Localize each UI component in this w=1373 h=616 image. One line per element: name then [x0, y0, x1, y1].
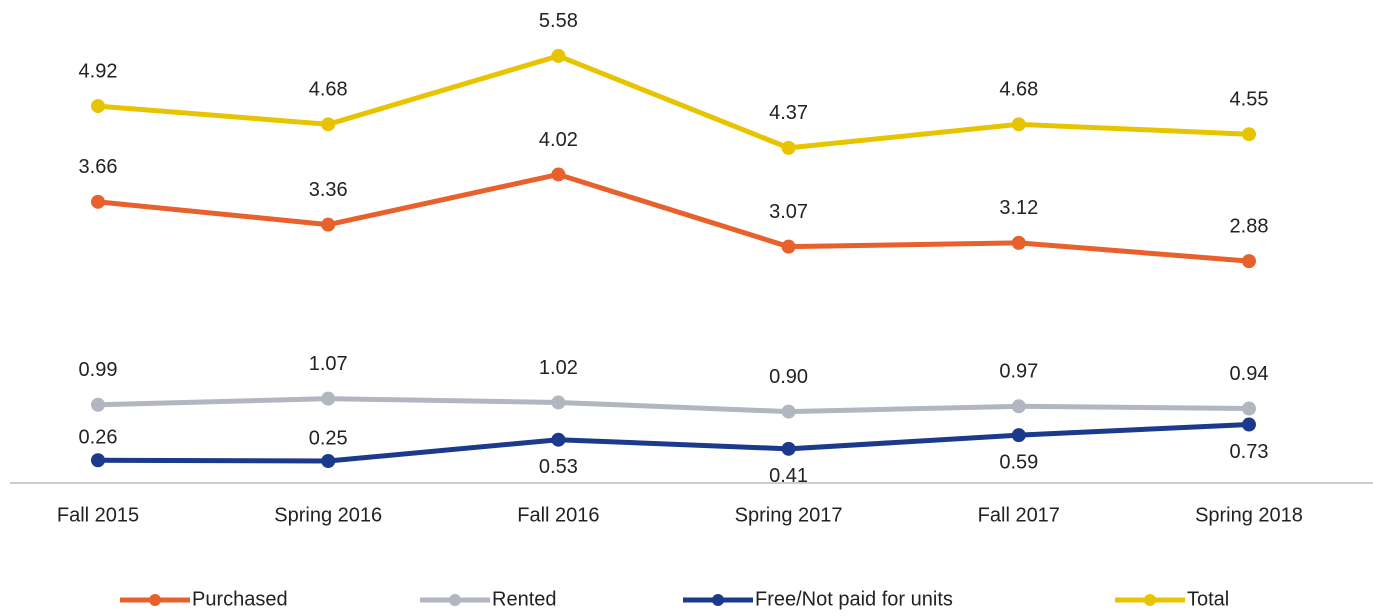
data-label: 5.58 — [539, 10, 578, 32]
data-label: 0.99 — [79, 359, 118, 381]
point — [551, 395, 566, 410]
data-label: 0.41 — [769, 465, 808, 487]
point — [551, 48, 566, 63]
data-label: 3.36 — [309, 179, 348, 201]
data-label: 0.94 — [1230, 363, 1269, 385]
point — [1242, 254, 1256, 269]
point — [91, 453, 105, 468]
data-label: 1.02 — [539, 357, 578, 379]
series-line — [97, 422, 1250, 464]
point — [321, 117, 336, 132]
data-label: 3.66 — [79, 156, 118, 178]
legend-marker — [1144, 594, 1156, 606]
point — [1011, 235, 1026, 250]
point — [551, 167, 566, 182]
point — [1242, 401, 1256, 416]
data-label: 4.55 — [1230, 88, 1269, 110]
data-label: 0.59 — [999, 451, 1038, 473]
data-label: 0.90 — [769, 366, 808, 388]
x-tick-label: Spring 2017 — [735, 504, 843, 526]
x-tick-label: Spring 2016 — [274, 504, 382, 526]
data-label: 0.25 — [309, 427, 348, 449]
point — [91, 99, 105, 114]
point — [91, 194, 105, 209]
point — [91, 397, 105, 412]
x-tick-label: Fall 2016 — [517, 504, 599, 526]
legend-marker — [712, 594, 724, 606]
point — [321, 217, 336, 232]
series-line — [97, 396, 1250, 415]
legend-label: Rented — [492, 588, 557, 610]
data-label: 2.88 — [1230, 215, 1269, 237]
point — [781, 404, 796, 419]
data-label: 4.68 — [309, 79, 348, 101]
data-label: 0.73 — [1230, 441, 1269, 463]
legend-label: Total — [1187, 588, 1229, 610]
x-tick-label: Fall 2017 — [978, 504, 1060, 526]
data-label: 4.92 — [79, 60, 118, 82]
point — [321, 454, 336, 468]
data-label: 4.37 — [769, 102, 808, 124]
data-label: 0.26 — [79, 427, 118, 449]
point — [781, 239, 796, 254]
point — [1011, 117, 1026, 132]
legend-label: Purchased — [192, 588, 288, 610]
point — [1011, 428, 1026, 443]
legend-label: Free/Not paid for units — [755, 588, 953, 610]
legend-marker — [149, 594, 161, 606]
data-label: 4.02 — [539, 129, 578, 151]
point — [1242, 417, 1256, 432]
data-label: 3.07 — [769, 201, 808, 223]
point — [781, 140, 796, 155]
point — [551, 432, 566, 447]
point — [1011, 399, 1026, 414]
x-tick-label: Spring 2018 — [1195, 504, 1303, 526]
point — [781, 441, 796, 456]
data-label: 1.07 — [309, 353, 348, 375]
x-tick-label: Fall 2015 — [57, 504, 139, 526]
series-line — [97, 53, 1250, 151]
series-line — [97, 171, 1250, 264]
data-label: 3.12 — [999, 197, 1038, 219]
data-label: 0.97 — [999, 361, 1038, 383]
legend-marker — [449, 594, 461, 606]
data-label: 4.68 — [999, 79, 1038, 101]
point — [1242, 127, 1256, 142]
point — [321, 391, 336, 406]
data-label: 0.53 — [539, 456, 578, 478]
